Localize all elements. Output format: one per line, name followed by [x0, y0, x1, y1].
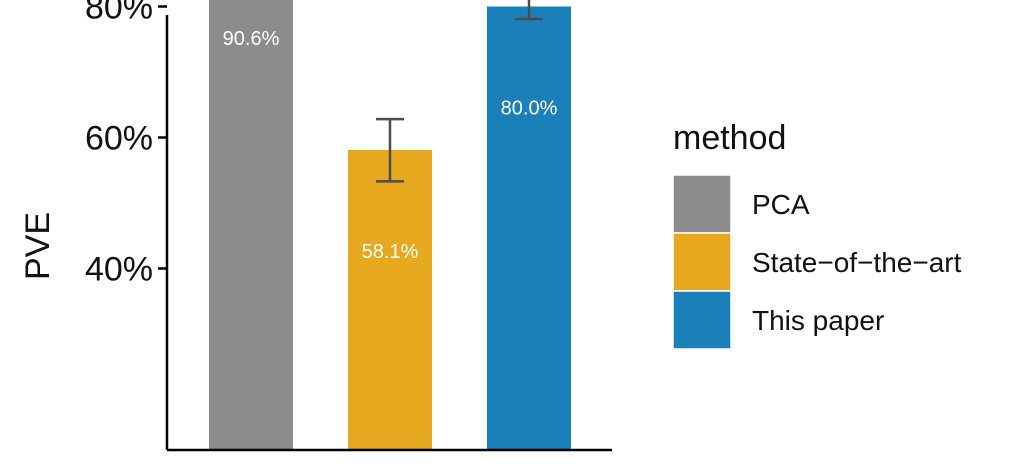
bar — [209, 0, 293, 450]
bar-data-label: 90.6% — [223, 28, 280, 50]
legend-key — [672, 174, 732, 234]
y-axis-title: PVE — [19, 212, 57, 280]
legend-title: method — [673, 119, 786, 157]
legend-label: This paper — [752, 305, 884, 336]
legend-label: PCA — [752, 189, 810, 220]
bar-data-label: 80.0% — [501, 98, 558, 120]
y-axis: 40% 60% 80% PVE — [19, 0, 612, 452]
plot-area: 90.6% 58.1% 80.0% — [209, 0, 571, 450]
legend: method PCA State−of−the−art This paper — [672, 119, 962, 350]
bar — [348, 149, 432, 450]
y-tick-label: 60% — [85, 120, 153, 158]
y-tick-label: 40% — [85, 251, 153, 289]
legend-label: State−of−the−art — [752, 247, 962, 278]
bar-data-label: 58.1% — [362, 241, 419, 263]
legend-key — [672, 232, 732, 292]
legend-key — [672, 290, 732, 350]
bar — [487, 6, 571, 450]
y-tick-label: 80% — [85, 0, 153, 27]
